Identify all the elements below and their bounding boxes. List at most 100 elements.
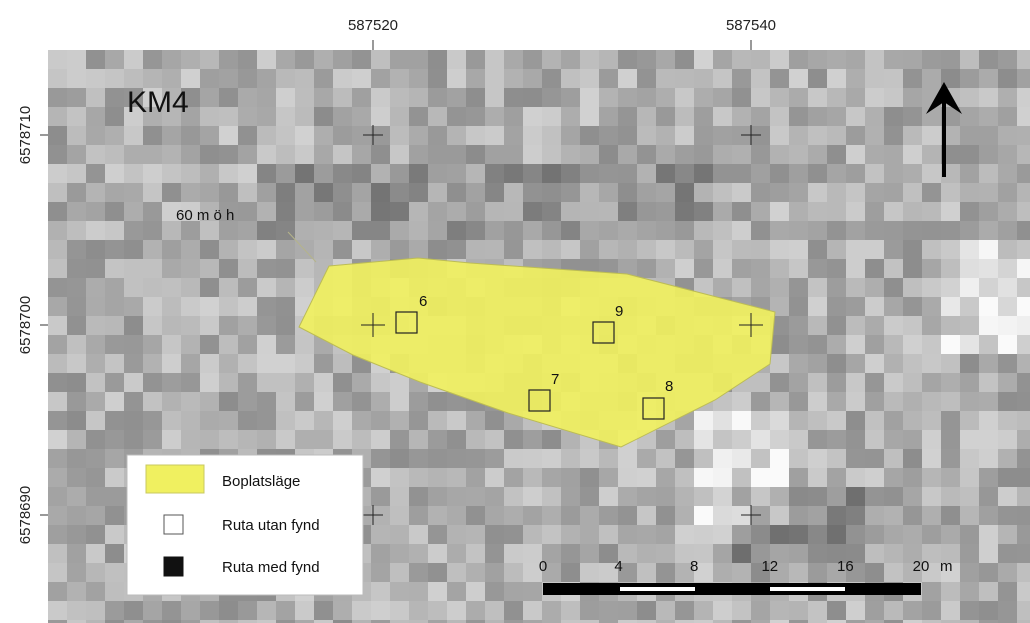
raster-cell [618, 487, 638, 507]
excavation-square[interactable] [642, 397, 665, 420]
raster-cell [219, 278, 239, 298]
raster-cell [922, 506, 942, 526]
raster-cell [960, 525, 980, 545]
raster-cell [257, 107, 277, 127]
raster-cell [903, 354, 923, 374]
raster-cell [884, 183, 904, 203]
raster-cell [1017, 354, 1030, 374]
raster-cell [371, 544, 391, 564]
raster-cell [998, 563, 1018, 583]
raster-cell [447, 582, 467, 602]
raster-cell [751, 373, 771, 393]
raster-cell [694, 69, 714, 89]
raster-cell [751, 601, 771, 621]
raster-cell [200, 373, 220, 393]
raster-cell [884, 525, 904, 545]
raster-cell [827, 563, 847, 583]
raster-cell [352, 50, 372, 70]
raster-cell [124, 126, 144, 146]
raster-cell [827, 430, 847, 450]
raster-cell [238, 240, 258, 260]
raster-cell [238, 373, 258, 393]
raster-cell [48, 335, 68, 355]
excavation-square[interactable] [395, 311, 418, 334]
raster-cell [143, 240, 163, 260]
raster-cell [371, 392, 391, 412]
raster-cell [124, 373, 144, 393]
raster-cell [694, 50, 714, 70]
raster-cell [67, 202, 87, 222]
raster-cell [751, 411, 771, 431]
raster-cell [656, 69, 676, 89]
raster-cell [124, 297, 144, 317]
raster-cell [751, 392, 771, 412]
excavation-square[interactable] [528, 389, 551, 412]
raster-cell [656, 145, 676, 165]
raster-cell [257, 88, 277, 108]
raster-cell [314, 354, 334, 374]
raster-cell [295, 126, 315, 146]
raster-cell [504, 107, 524, 127]
raster-cell [941, 316, 961, 336]
raster-cell [561, 50, 581, 70]
raster-cell [466, 107, 486, 127]
raster-cell [428, 107, 448, 127]
raster-cell [67, 354, 87, 374]
raster-cell [580, 506, 600, 526]
raster-cell [846, 316, 866, 336]
raster-cell [409, 50, 429, 70]
raster-cell [903, 50, 923, 70]
raster-cell [162, 126, 182, 146]
raster-cell [390, 506, 410, 526]
raster-cell [143, 278, 163, 298]
raster-cell [618, 449, 638, 469]
raster-cell [86, 373, 106, 393]
raster-cell [523, 468, 543, 488]
raster-cell [409, 183, 429, 203]
raster-cell [998, 582, 1018, 602]
raster-cell [732, 88, 752, 108]
raster-cell [542, 487, 562, 507]
raster-cell [884, 506, 904, 526]
raster-cell [637, 240, 657, 260]
raster-cell [86, 107, 106, 127]
raster-cell [428, 544, 448, 564]
raster-cell [485, 563, 505, 583]
raster-cell [599, 563, 619, 583]
raster-cell [808, 69, 828, 89]
raster-cell [371, 468, 391, 488]
raster-cell [390, 601, 410, 621]
excavation-square[interactable] [592, 321, 615, 344]
raster-cell [618, 506, 638, 526]
raster-cell [979, 449, 999, 469]
raster-cell [618, 107, 638, 127]
raster-cell [181, 430, 201, 450]
raster-cell [998, 221, 1018, 241]
raster-cell [295, 88, 315, 108]
raster-cell [675, 563, 695, 583]
raster-cell [485, 468, 505, 488]
raster-cell [561, 183, 581, 203]
raster-cell [637, 126, 657, 146]
raster-cell [789, 107, 809, 127]
raster-cell [713, 69, 733, 89]
raster-cell [998, 259, 1018, 279]
site-polygon[interactable] [298, 257, 776, 448]
elevation-label: 60 m ö h [176, 207, 234, 224]
raster-cell [789, 278, 809, 298]
raster-cell [941, 354, 961, 374]
raster-cell [200, 164, 220, 184]
raster-cell [542, 430, 562, 450]
raster-cell [314, 202, 334, 222]
raster-cell [960, 506, 980, 526]
raster-cell [542, 88, 562, 108]
raster-cell [922, 126, 942, 146]
raster-cell [732, 145, 752, 165]
raster-cell [865, 335, 885, 355]
raster-cell [656, 107, 676, 127]
raster-cell [846, 430, 866, 450]
raster-cell [656, 544, 676, 564]
raster-cell [447, 145, 467, 165]
raster-cell [390, 411, 410, 431]
raster-cell [238, 411, 258, 431]
